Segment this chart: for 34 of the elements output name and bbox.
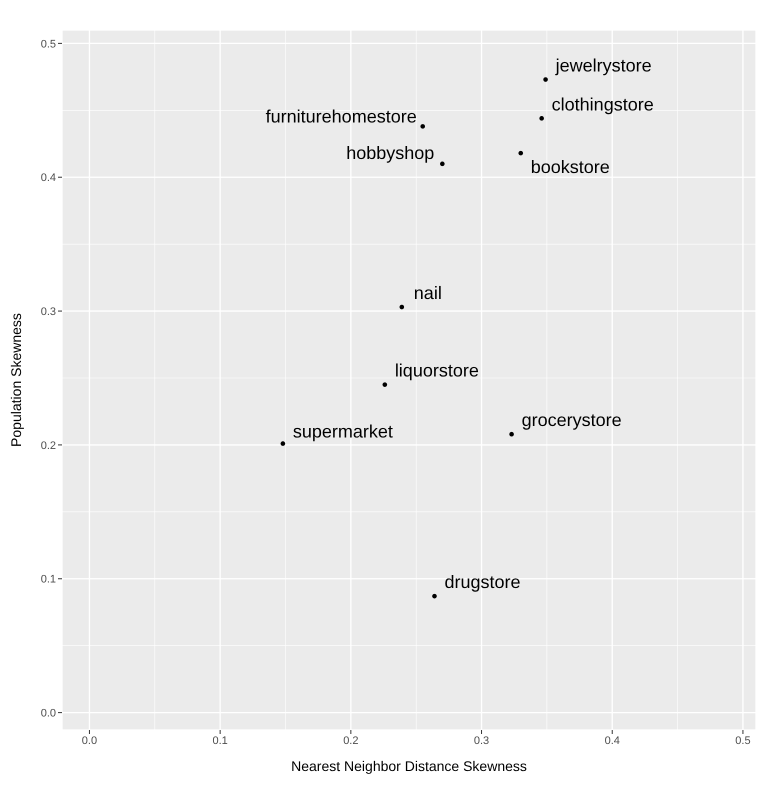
point <box>509 432 514 437</box>
annotation: bookstore <box>530 157 610 178</box>
point <box>518 150 524 156</box>
point <box>382 382 388 387</box>
annotation: grocerystore <box>522 410 622 430</box>
x-tick-label: 0.5 <box>735 734 751 747</box>
y-tick-label: 0.5 <box>40 38 56 50</box>
annotation: jewelrystore <box>554 56 652 76</box>
x-tick-label: 0.1 <box>212 734 228 747</box>
x-tick-label: 0.2 <box>343 734 358 747</box>
y-tick-label: 0.0 <box>40 708 56 720</box>
point <box>280 441 286 446</box>
annotation: supermarket <box>292 422 393 442</box>
point <box>400 304 404 310</box>
annotation: drugstore <box>444 572 521 592</box>
x-tick-label: 0.4 <box>604 734 620 747</box>
annotation: clothingstore <box>552 94 654 114</box>
annotation: furniturehomestore <box>266 106 417 126</box>
y-tick-label: 0.1 <box>40 574 56 586</box>
x-tick-label: 0.3 <box>474 734 490 747</box>
y-axis-title: Population Skewness <box>8 313 24 447</box>
annotation: liquorstore <box>394 360 479 381</box>
annotation: nail <box>414 283 442 304</box>
point <box>539 116 544 121</box>
annotation: hobbyshop <box>346 142 434 163</box>
point <box>440 162 445 166</box>
point <box>432 594 437 598</box>
x-axis-title: Nearest Neighbor Distance Skewness <box>291 758 527 774</box>
point <box>543 77 548 82</box>
y-tick-label: 0.2 <box>40 440 56 452</box>
x-tick-label: 0.0 <box>82 734 98 747</box>
y-tick-label: 0.3 <box>40 306 56 318</box>
point <box>420 124 426 129</box>
y-tick-label: 0.4 <box>40 172 56 184</box>
